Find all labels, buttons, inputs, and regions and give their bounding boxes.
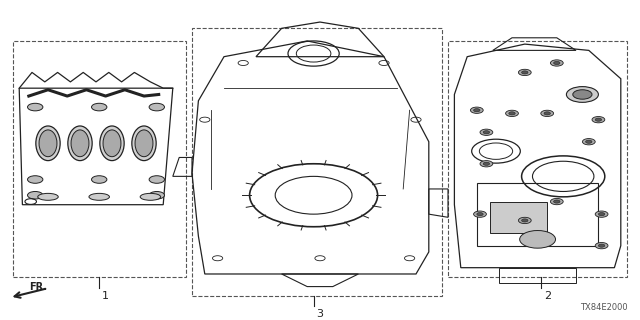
- Circle shape: [149, 191, 164, 199]
- Circle shape: [554, 200, 560, 203]
- Circle shape: [28, 191, 43, 199]
- Circle shape: [573, 90, 592, 99]
- Circle shape: [470, 107, 483, 113]
- Circle shape: [518, 69, 531, 76]
- Circle shape: [592, 116, 605, 123]
- Circle shape: [541, 110, 554, 116]
- Ellipse shape: [38, 193, 58, 200]
- Circle shape: [566, 87, 598, 102]
- Text: 2: 2: [543, 291, 551, 301]
- Circle shape: [522, 71, 528, 74]
- Text: TX84E2000: TX84E2000: [580, 303, 627, 312]
- Ellipse shape: [132, 126, 156, 161]
- Circle shape: [483, 131, 490, 134]
- Circle shape: [28, 103, 43, 111]
- Circle shape: [92, 176, 107, 183]
- Circle shape: [554, 61, 560, 65]
- Text: 3: 3: [317, 308, 323, 319]
- Ellipse shape: [135, 130, 153, 157]
- Text: FR.: FR.: [29, 282, 47, 292]
- Circle shape: [586, 140, 592, 143]
- Circle shape: [480, 129, 493, 135]
- Circle shape: [595, 243, 608, 249]
- Circle shape: [544, 112, 550, 115]
- Circle shape: [598, 212, 605, 216]
- Ellipse shape: [103, 130, 121, 157]
- Circle shape: [550, 198, 563, 205]
- Bar: [448, 41, 627, 277]
- Circle shape: [477, 212, 483, 216]
- Circle shape: [474, 211, 486, 217]
- Text: 1: 1: [102, 291, 109, 301]
- Ellipse shape: [68, 126, 92, 161]
- Circle shape: [149, 176, 164, 183]
- Circle shape: [595, 211, 608, 217]
- Circle shape: [582, 139, 595, 145]
- Ellipse shape: [36, 126, 60, 161]
- Circle shape: [474, 109, 480, 112]
- Circle shape: [483, 162, 490, 165]
- Circle shape: [518, 217, 531, 224]
- Circle shape: [509, 112, 515, 115]
- Circle shape: [598, 244, 605, 247]
- Bar: [490, 202, 547, 233]
- Ellipse shape: [39, 130, 57, 157]
- Circle shape: [520, 230, 556, 248]
- Circle shape: [522, 219, 528, 222]
- Ellipse shape: [140, 193, 161, 200]
- Ellipse shape: [89, 193, 109, 200]
- Bar: [192, 28, 442, 296]
- Circle shape: [92, 103, 107, 111]
- Circle shape: [28, 176, 43, 183]
- Circle shape: [480, 161, 493, 167]
- Circle shape: [506, 110, 518, 116]
- Circle shape: [595, 118, 602, 121]
- Circle shape: [149, 103, 164, 111]
- Circle shape: [550, 60, 563, 66]
- Bar: [477, 183, 598, 246]
- Ellipse shape: [71, 130, 89, 157]
- Ellipse shape: [100, 126, 124, 161]
- Bar: [13, 41, 186, 277]
